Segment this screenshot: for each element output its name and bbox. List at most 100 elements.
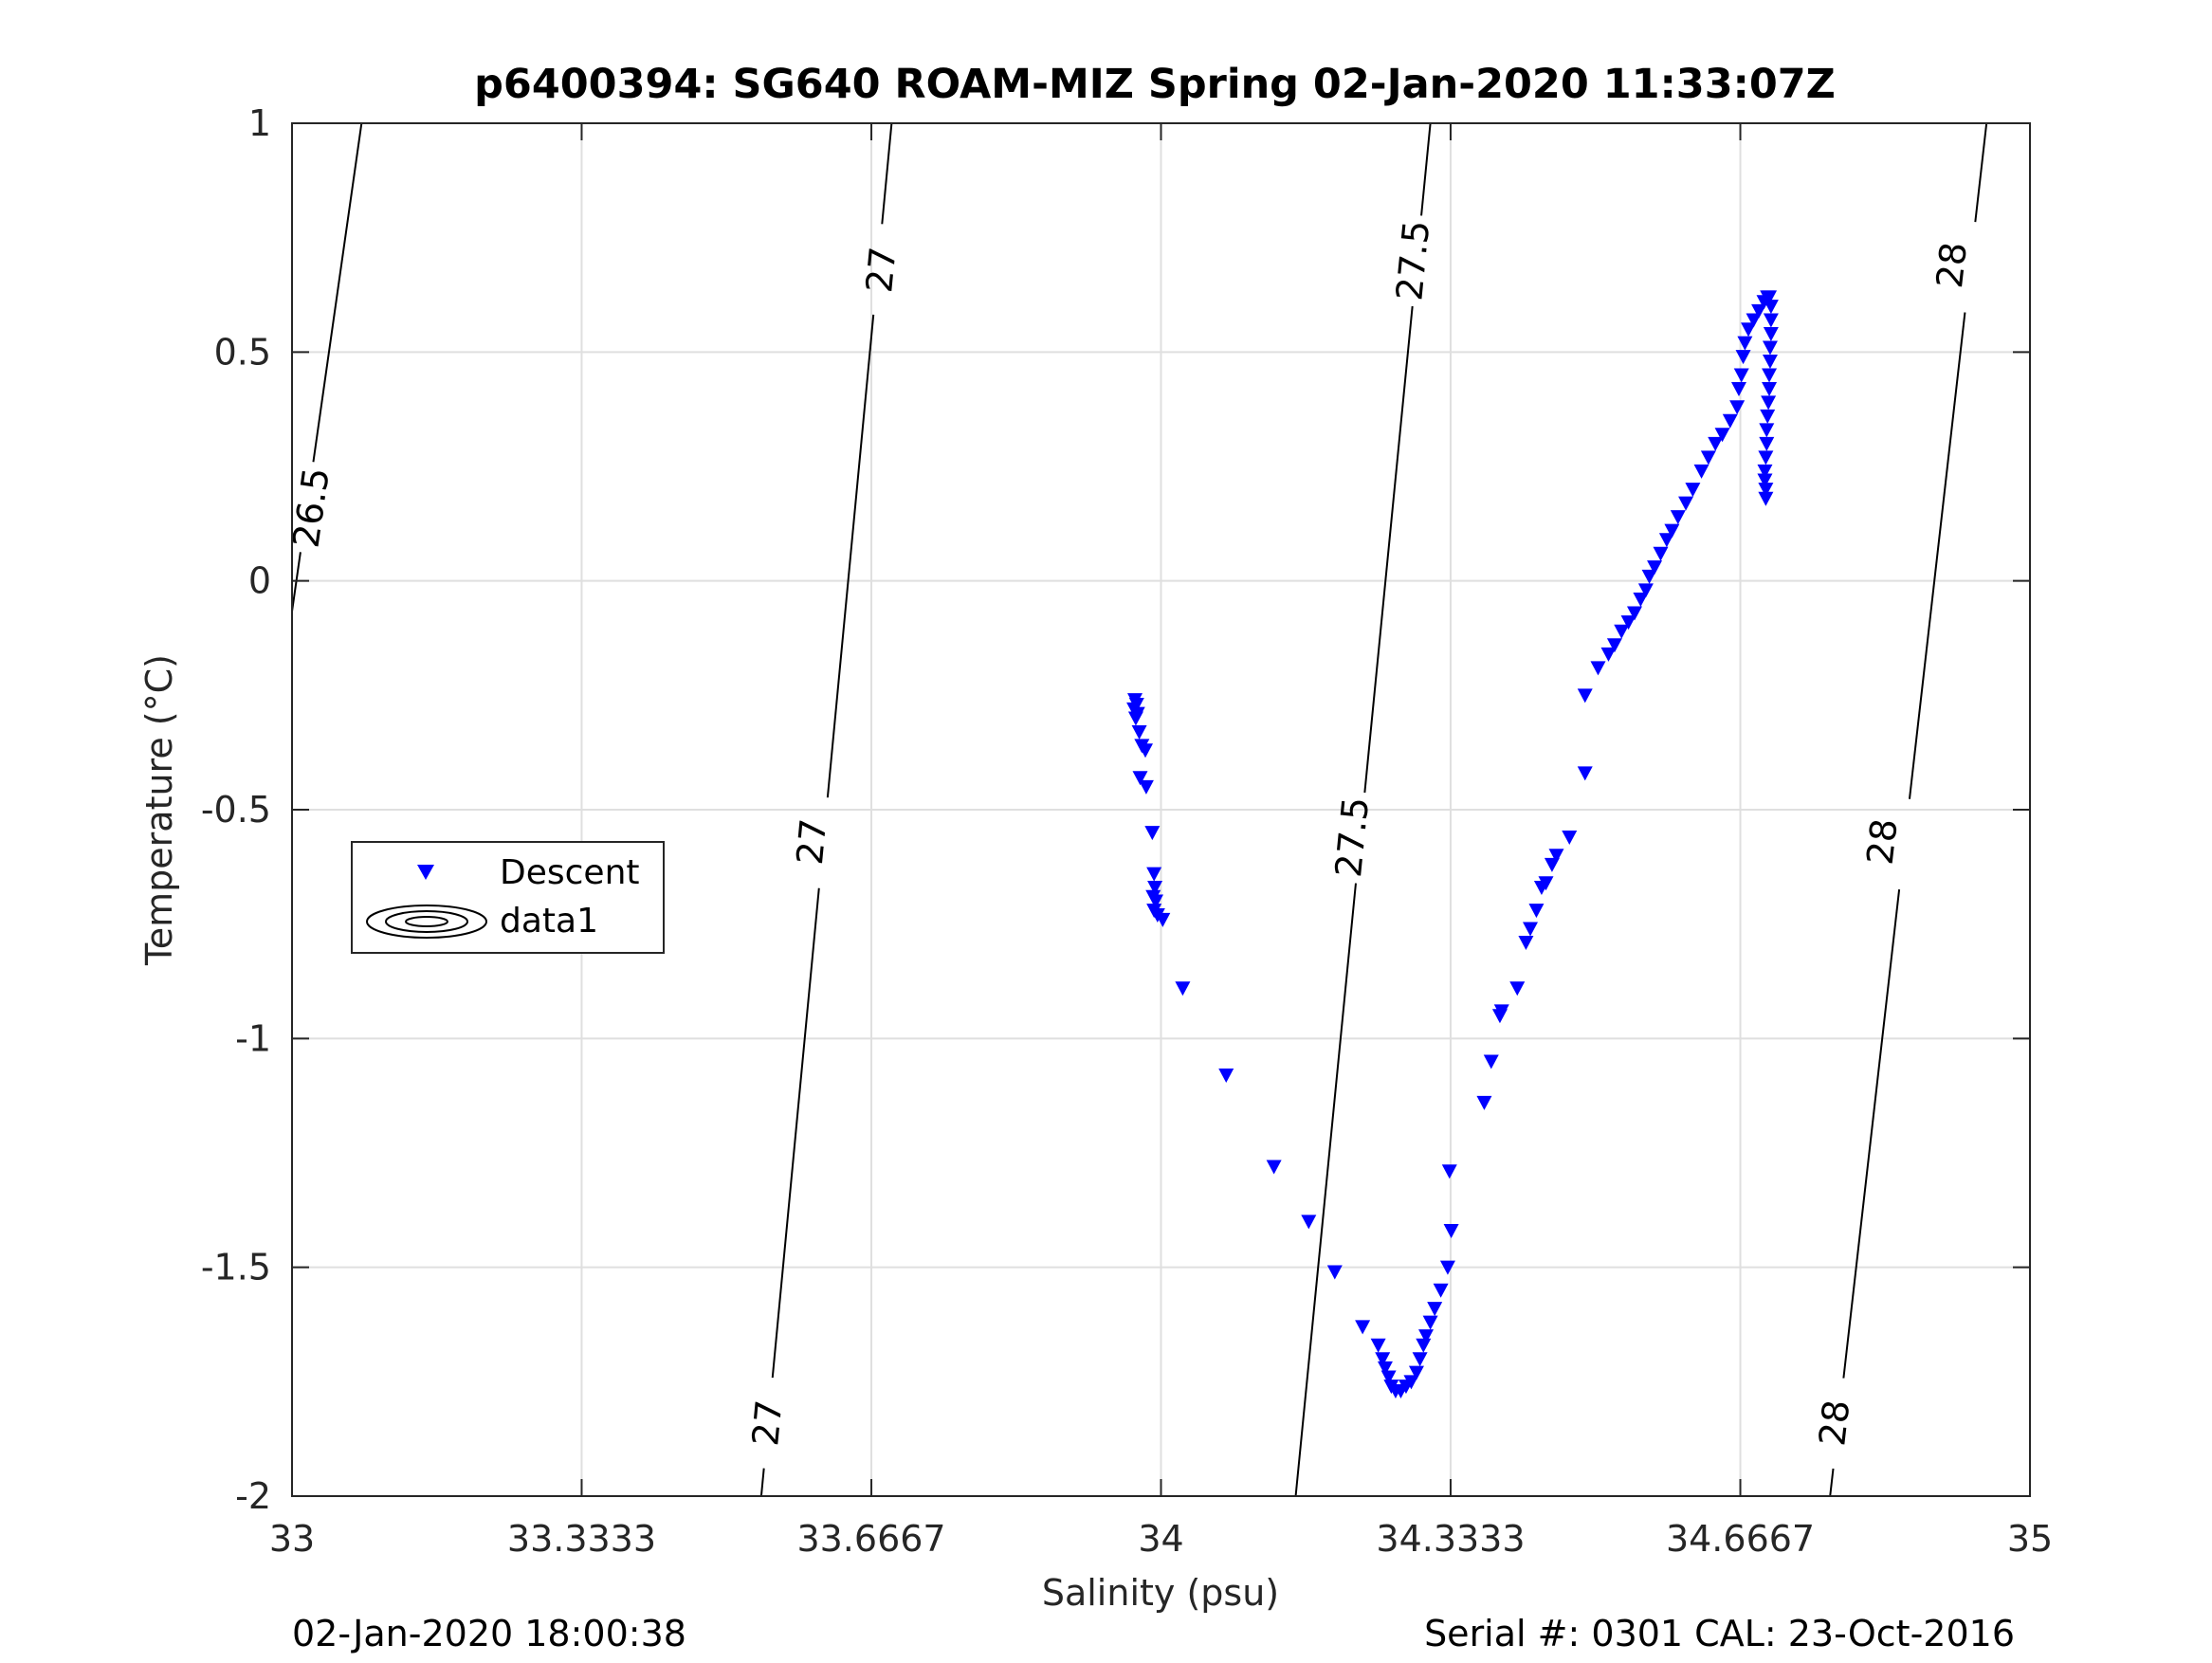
contour-label: 27 (789, 817, 834, 867)
contour-line-28 (1974, 123, 1988, 223)
x-axis-title: Salinity (psu) (1042, 1572, 1279, 1614)
descent-point (1729, 400, 1746, 415)
descent-point (1708, 436, 1724, 451)
descent-point (1131, 724, 1147, 740)
descent-point (1427, 1302, 1443, 1317)
legend: Descent data1 (351, 841, 665, 954)
y-tick-label: -0.5 (201, 789, 271, 831)
descent-point (1375, 1352, 1391, 1367)
contour-line-28 (1842, 889, 1901, 1379)
descent-point (1577, 688, 1593, 704)
descent-point (1761, 395, 1777, 411)
x-tick-label: 34.6667 (1666, 1518, 1815, 1560)
descent-point (1433, 1283, 1449, 1298)
descent-point (1301, 1215, 1317, 1230)
descent-point (1700, 450, 1716, 466)
descent-point (1653, 546, 1669, 561)
y-tick-label: -1 (235, 1017, 271, 1059)
descent-point (1758, 491, 1774, 506)
descent-point (1633, 592, 1649, 607)
descent-point (1762, 354, 1778, 369)
descent-point (1412, 1352, 1428, 1367)
descent-point (1759, 423, 1775, 438)
descent-point (1737, 336, 1753, 351)
descent-point (1678, 496, 1694, 511)
contour-label: 27 (744, 1398, 790, 1448)
contour-line-27.5 (1420, 123, 1432, 216)
contour-line-27 (826, 314, 875, 798)
descent-point (1658, 533, 1674, 548)
descent-point (1637, 583, 1654, 598)
descent-point (1146, 867, 1162, 882)
contour-line-27 (881, 123, 893, 225)
descent-point (1722, 413, 1738, 429)
contour-line-28 (1908, 312, 1966, 799)
y-tick-label: 1 (248, 102, 271, 144)
descent-point (1606, 638, 1622, 653)
contour-label: 28 (1859, 816, 1906, 867)
descent-point (1762, 381, 1778, 396)
contour-line-27 (771, 887, 820, 1379)
contour-line-27 (759, 1468, 765, 1496)
descent-point (1762, 340, 1778, 356)
contour-label: 28 (1929, 240, 1975, 290)
descent-point (1476, 1095, 1492, 1110)
descent-point (1528, 904, 1545, 919)
descent-point (1443, 1224, 1459, 1239)
descent-point (1355, 1320, 1371, 1335)
x-tick-label: 33.3333 (507, 1518, 656, 1560)
descent-point (1741, 322, 1757, 338)
descent-point (1759, 436, 1775, 451)
descent-point (1147, 881, 1163, 896)
descent-points (1126, 290, 1779, 1398)
legend-label-descent: Descent (500, 853, 640, 892)
x-tick-label: 33 (269, 1518, 315, 1560)
descent-point (1758, 450, 1774, 466)
descent-point (1441, 1164, 1457, 1179)
descent-point (1370, 1338, 1386, 1353)
descent-point (1746, 313, 1762, 328)
descent-point (1380, 1370, 1397, 1385)
descent-point (1408, 1365, 1424, 1380)
descent-point (1138, 779, 1154, 795)
descent-point (1763, 327, 1779, 342)
descent-point (1735, 350, 1751, 365)
descent-point (1509, 981, 1526, 996)
legend-descent-marker (417, 865, 434, 880)
descent-point (1155, 912, 1171, 927)
legend-label-data1: data1 (500, 902, 598, 941)
descent-point (1763, 313, 1779, 328)
descent-point (1730, 381, 1746, 396)
descent-point (1693, 464, 1709, 479)
descent-point (1416, 1338, 1432, 1353)
descent-point (1439, 1260, 1455, 1275)
y-axis-title: Temperature (°C) (138, 654, 180, 966)
contour-label: 27.5 (1388, 219, 1437, 303)
footer-serial-cal: Serial #: 0301 CAL: 23-Oct-2016 (1424, 1613, 2015, 1654)
legend-box (351, 841, 665, 954)
descent-point (1714, 428, 1730, 443)
x-tick-label: 33.6667 (796, 1518, 945, 1560)
contour-label: 27 (858, 245, 904, 294)
descent-point (1548, 849, 1564, 864)
y-tick-label: 0.5 (214, 331, 271, 373)
descent-point (1523, 922, 1539, 937)
descent-point (1132, 771, 1148, 786)
descent-point (1600, 647, 1617, 662)
descent-point (1614, 624, 1630, 639)
descent-point (1377, 1361, 1393, 1376)
y-tick-label: -2 (235, 1475, 271, 1517)
descent-point (1647, 560, 1663, 576)
descent-point (1175, 981, 1191, 996)
descent-point (1758, 483, 1774, 498)
descent-point (1670, 510, 1686, 525)
descent-point (1148, 894, 1164, 909)
descent-point (1620, 615, 1636, 630)
descent-point (1760, 409, 1776, 424)
descent-point (1762, 290, 1778, 305)
descent-point (1418, 1329, 1435, 1344)
descent-point (1751, 303, 1767, 319)
descent-point (1403, 1375, 1419, 1390)
descent-point (1577, 766, 1593, 781)
contour-line-26.5 (292, 552, 302, 618)
